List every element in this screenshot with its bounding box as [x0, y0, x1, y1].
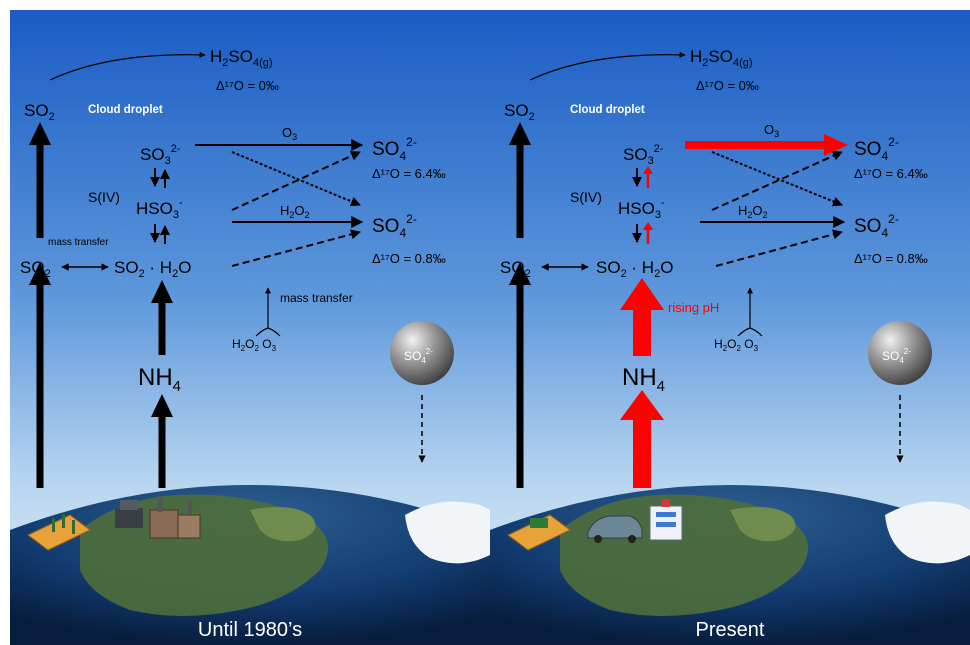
car-icon — [587, 515, 643, 543]
greenland-ice — [405, 501, 490, 564]
so2-h2o-label: SO2 · H2O — [596, 258, 673, 280]
oxidants-label: H2O2 O3 — [232, 337, 277, 353]
dotted-cross-arrow — [231, 151, 361, 207]
oxidants-label: H2O2 O3 — [714, 337, 759, 353]
agriculture-icon — [507, 514, 571, 551]
diagram-scene: H2SO4(g) Δ¹⁷O = 0‰ SO2 Cloud droplet SO3… — [10, 10, 490, 645]
delta-o3-path-label: Δ¹⁷O = 6.4‰ — [854, 166, 928, 181]
s-iv-label: S(IV) — [88, 189, 120, 205]
factory-vehicle-icon — [115, 496, 201, 539]
panel-caption: Until 1980’s — [198, 619, 302, 641]
delta-h2o2-path-label: Δ¹⁷O = 0.8‰ — [854, 251, 928, 266]
dashed-lower-arrow — [231, 229, 361, 267]
o3-label: O3 — [764, 122, 779, 139]
so2-boundary-label: SO2 — [500, 258, 531, 280]
sulfate-aerosol-icon — [868, 321, 932, 385]
building-icon — [649, 499, 683, 541]
delta-h2o2-path-label: Δ¹⁷O = 0.8‰ — [372, 251, 446, 266]
nh3-arrow-lower — [633, 418, 651, 488]
continent-land-2 — [250, 506, 316, 542]
dashed-cross-arrow — [231, 151, 361, 211]
panel-caption: Present — [696, 619, 765, 641]
diagram-scene: H2SO4(g) Δ¹⁷O = 0‰ SO2 Cloud droplet SO3… — [490, 10, 970, 645]
cloud-droplet-label: Cloud droplet — [88, 104, 163, 116]
so2-gas-label: SO2 — [504, 101, 535, 123]
so2-h2o-label: SO2 · H2O — [114, 258, 191, 280]
so2-gas-label: SO2 — [24, 101, 55, 123]
rising-ph-label: rising pH — [668, 300, 719, 315]
nh3-arrow-upper — [633, 308, 651, 356]
sulfate-aerosol-icon — [390, 321, 454, 385]
so2-boundary-label: SO2 — [20, 258, 51, 280]
delta-gas-label: Δ¹⁷O = 0‰ — [696, 78, 759, 93]
delta-gas-label: Δ¹⁷O = 0‰ — [216, 78, 279, 93]
panel-until-1980s: H2SO4(g) Δ¹⁷O = 0‰ SO2 Cloud droplet SO3… — [10, 10, 490, 645]
h2o2-label: H2O2 — [738, 203, 768, 220]
o3-label: O3 — [282, 125, 297, 142]
gas-phase-oxidation-arrow — [529, 51, 686, 81]
dotted-cross-arrow — [711, 151, 843, 207]
continent-land-2 — [730, 506, 796, 542]
s-iv-label: S(IV) — [570, 189, 602, 205]
oxidant-mass-transfer-diagram — [737, 287, 763, 337]
h2o2-label: H2O2 — [280, 203, 310, 220]
dashed-cross-arrow — [711, 151, 843, 211]
nh4-label: NH4 — [138, 364, 181, 395]
greenland-ice — [885, 501, 970, 564]
cloud-droplet-label: Cloud droplet — [570, 104, 645, 116]
mass-transfer-right-label: mass transfer — [280, 291, 353, 305]
o3-oxidation-arrow — [685, 141, 825, 149]
agriculture-icon — [27, 514, 91, 551]
nh4-label: NH4 — [622, 364, 665, 395]
mass-transfer-left-label: mass transfer — [48, 237, 109, 248]
oxidant-mass-transfer-diagram — [255, 287, 281, 337]
gas-phase-oxidation-arrow — [49, 51, 206, 81]
delta-o3-path-label: Δ¹⁷O = 6.4‰ — [372, 166, 446, 181]
panel-present: H2SO4(g) Δ¹⁷O = 0‰ SO2 Cloud droplet SO3… — [490, 10, 970, 645]
